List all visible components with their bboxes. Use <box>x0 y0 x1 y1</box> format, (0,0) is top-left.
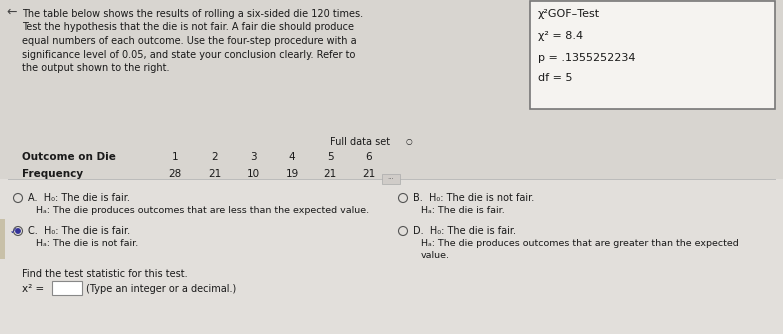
Text: Full data set: Full data set <box>330 137 390 147</box>
Text: χ² = 8.4: χ² = 8.4 <box>538 31 583 41</box>
Text: 21: 21 <box>208 169 222 179</box>
Text: ✓: ✓ <box>10 226 18 236</box>
Text: x² =: x² = <box>22 284 45 294</box>
Text: 4: 4 <box>289 152 295 162</box>
Text: B.  H₀: The die is not fair.: B. H₀: The die is not fair. <box>413 193 534 203</box>
Text: C.  H₀: The die is fair.: C. H₀: The die is fair. <box>28 226 130 236</box>
Bar <box>382 174 400 184</box>
Text: Test the hypothesis that the die is not fair. A fair die should produce: Test the hypothesis that the die is not … <box>22 22 354 32</box>
Text: 3: 3 <box>250 152 256 162</box>
Text: Frequency: Frequency <box>22 169 83 179</box>
Bar <box>52 281 82 295</box>
Text: df = 5: df = 5 <box>538 73 572 83</box>
Text: χ²GOF–Test: χ²GOF–Test <box>538 9 600 19</box>
Circle shape <box>16 229 20 233</box>
Text: The table below shows the results of rolling a six-sided die 120 times.: The table below shows the results of rol… <box>22 9 363 19</box>
Text: 21: 21 <box>323 169 337 179</box>
Text: Hₐ: The die produces outcomes that are greater than the expected: Hₐ: The die produces outcomes that are g… <box>421 239 738 248</box>
Bar <box>0 219 5 259</box>
Text: 19: 19 <box>285 169 298 179</box>
Text: 1: 1 <box>171 152 179 162</box>
Text: the output shown to the right.: the output shown to the right. <box>22 63 169 73</box>
Text: ···: ··· <box>388 176 395 182</box>
Text: 5: 5 <box>327 152 334 162</box>
Bar <box>0 0 783 179</box>
Bar <box>0 179 783 334</box>
Text: p = .1355252234: p = .1355252234 <box>538 53 636 63</box>
Text: A.  H₀: The die is fair.: A. H₀: The die is fair. <box>28 193 130 203</box>
Text: Hₐ: The die is not fair.: Hₐ: The die is not fair. <box>36 239 139 248</box>
Text: Hₐ: The die is fair.: Hₐ: The die is fair. <box>421 206 505 215</box>
Text: Outcome on Die: Outcome on Die <box>22 152 116 162</box>
Text: significance level of 0.05, and state your conclusion clearly. Refer to: significance level of 0.05, and state yo… <box>22 49 355 59</box>
Text: value.: value. <box>421 251 450 260</box>
Text: 6: 6 <box>366 152 372 162</box>
Text: 28: 28 <box>168 169 182 179</box>
Text: (Type an integer or a decimal.): (Type an integer or a decimal.) <box>86 284 236 294</box>
Text: D.  H₀: The die is fair.: D. H₀: The die is fair. <box>413 226 516 236</box>
Text: ○: ○ <box>406 137 413 146</box>
Bar <box>530 1 775 109</box>
Text: 10: 10 <box>247 169 259 179</box>
Text: Find the test statistic for this test.: Find the test statistic for this test. <box>22 269 188 279</box>
Text: equal numbers of each outcome. Use the four-step procedure with a: equal numbers of each outcome. Use the f… <box>22 36 356 46</box>
Text: ←: ← <box>6 6 16 19</box>
Text: Hₐ: The die produces outcomes that are less than the expected value.: Hₐ: The die produces outcomes that are l… <box>36 206 369 215</box>
Text: 21: 21 <box>363 169 376 179</box>
Text: 2: 2 <box>211 152 218 162</box>
